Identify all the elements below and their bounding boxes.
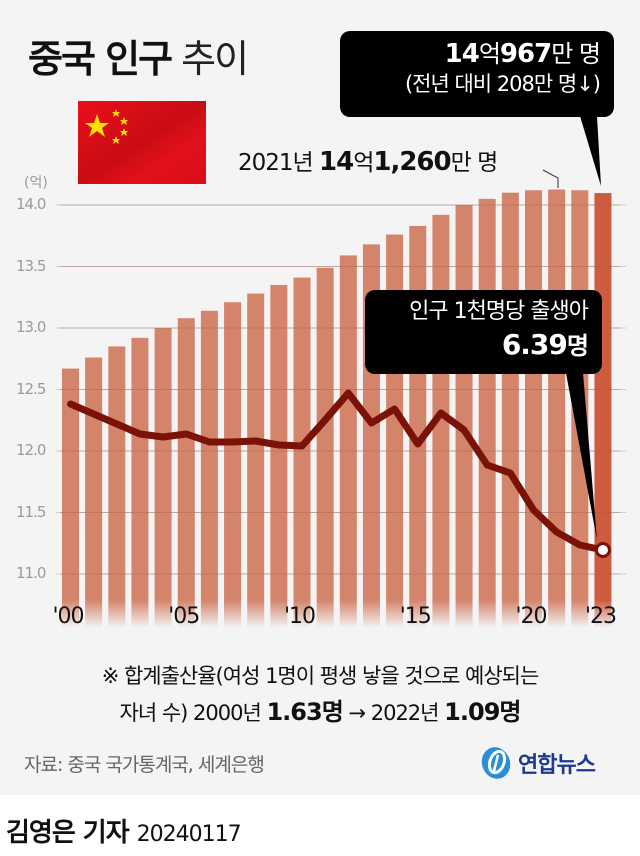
population-bar bbox=[594, 193, 612, 600]
population-bar-fade bbox=[409, 600, 427, 628]
leader-line-2021 bbox=[542, 169, 559, 188]
annotation-unit2: 만 명 bbox=[450, 150, 499, 176]
population-bar bbox=[154, 328, 172, 600]
population-bar-fade bbox=[270, 600, 288, 628]
population-bar bbox=[339, 255, 357, 600]
callout-unit2: 만 명 bbox=[551, 40, 601, 68]
annotation-2021-population: 2021년 14억1,260만 명 bbox=[238, 143, 499, 177]
population-bar bbox=[131, 337, 149, 600]
population-bar-fade bbox=[154, 600, 172, 628]
x-tick-label: '05 bbox=[168, 604, 200, 629]
y-axis-unit: (억) bbox=[24, 175, 48, 191]
y-tick-label: 14.0 bbox=[16, 195, 46, 213]
annotation-num1: 14 bbox=[319, 147, 354, 177]
population-bar-fade bbox=[571, 600, 589, 628]
population-bar-fade bbox=[501, 600, 519, 628]
population-bar-fade bbox=[594, 600, 612, 628]
annotation-num2: 1,260 bbox=[373, 147, 451, 177]
population-bar bbox=[177, 318, 195, 600]
population-bar bbox=[501, 192, 519, 600]
callout-num1: 14 bbox=[444, 39, 480, 69]
y-tick-label: 13.0 bbox=[16, 318, 46, 336]
population-bar-fade bbox=[548, 600, 566, 628]
annotation-unit1: 억 bbox=[353, 150, 374, 176]
birth-value: 6.39 bbox=[501, 328, 568, 361]
population-bar-fade bbox=[455, 600, 473, 628]
population-bar-fade bbox=[247, 600, 265, 628]
callout-unit1: 억 bbox=[478, 40, 501, 68]
yonhap-logo-text: 연합뉴스 bbox=[518, 753, 596, 778]
y-tick-label: 12.0 bbox=[16, 441, 46, 459]
callout-population-change: (전년 대비 208만 명↓) bbox=[404, 72, 601, 96]
birth-rate-endpoint-marker bbox=[594, 542, 611, 558]
page-title: 중국 인구 추이 bbox=[28, 28, 249, 83]
yonhap-globe-icon bbox=[481, 747, 511, 779]
population-bar-fade bbox=[478, 600, 496, 628]
title-light: 추이 bbox=[181, 37, 249, 81]
population-bar bbox=[62, 368, 79, 600]
y-tick-label: 13.5 bbox=[16, 256, 46, 275]
population-bar-fade bbox=[62, 600, 79, 628]
publish-date: 20240117 bbox=[136, 822, 242, 847]
population-bar bbox=[432, 214, 450, 600]
footnote-line2: 자녀 수) 2000년 1.63명 → 2022년 1.09명 bbox=[0, 692, 640, 727]
population-bar-fade bbox=[293, 600, 311, 628]
source-text: 자료: 중국 국가통계국, 세계은행 bbox=[24, 754, 265, 776]
population-bar bbox=[293, 277, 311, 600]
callout-pointer-birth bbox=[566, 373, 597, 540]
title-bold: 중국 인구 bbox=[28, 37, 173, 81]
x-tick-label: '00 bbox=[52, 604, 85, 629]
footnote-part-a: 자녀 수) 2000년 bbox=[119, 701, 267, 725]
population-bar bbox=[85, 357, 103, 600]
population-bar bbox=[247, 293, 265, 600]
callout-birth-rate: 인구 1천명당 출생아 6.39명 bbox=[365, 290, 602, 374]
y-tick-label: 11.5 bbox=[16, 502, 46, 521]
population-bar bbox=[316, 267, 334, 600]
population-bar-fade bbox=[386, 600, 404, 628]
callout-population-value: 14억967만 명 bbox=[340, 39, 601, 69]
x-tick-label: '15 bbox=[399, 604, 432, 629]
x-tick-label: '10 bbox=[284, 604, 316, 629]
population-bar-fade bbox=[339, 600, 357, 628]
footnote-line1: ※ 합계출산율(여성 1명이 평생 낳을 것으로 예상되는 bbox=[101, 664, 540, 688]
annotation-year: 2021년 bbox=[238, 150, 320, 176]
population-bar bbox=[200, 310, 218, 600]
population-bar bbox=[478, 198, 496, 600]
population-bar-fade bbox=[85, 600, 103, 628]
population-bar-fade bbox=[108, 600, 126, 628]
x-tick-label: '20 bbox=[515, 604, 548, 629]
population-bars bbox=[60, 189, 620, 628]
population-bar bbox=[108, 346, 126, 600]
yonhap-logo: 연합뉴스 bbox=[480, 745, 596, 781]
footnote-value-2022: 1.09명 bbox=[444, 698, 521, 726]
byline: 김영은 기자 20240117 bbox=[6, 812, 242, 849]
callout-num2: 967 bbox=[499, 39, 552, 69]
callout-birth-value: 6.39명 bbox=[365, 328, 589, 363]
x-tick-label: '23 bbox=[584, 604, 617, 629]
population-bar-fade bbox=[131, 600, 149, 628]
population-bar-fade bbox=[525, 600, 542, 628]
population-bar-fade bbox=[224, 600, 242, 628]
y-tick-label: 11.0 bbox=[16, 564, 46, 582]
population-bar-fade bbox=[177, 600, 195, 628]
population-bar bbox=[409, 225, 427, 600]
footnote-value-2000: 1.63명 bbox=[266, 698, 343, 726]
reporter-name: 김영은 기자 bbox=[6, 818, 130, 848]
footnote-part-c: → 2022년 bbox=[342, 701, 445, 725]
population-bar-fade bbox=[316, 600, 334, 628]
callout-pointer-population bbox=[580, 116, 601, 186]
population-bar bbox=[525, 190, 542, 601]
population-bar bbox=[224, 302, 242, 600]
callout-population-2023: 14억967만 명 (전년 대비 208만 명↓) bbox=[340, 31, 614, 117]
population-bar-fade bbox=[362, 600, 380, 628]
birth-rate-polyline bbox=[67, 389, 607, 554]
birth-unit: 명 bbox=[566, 332, 589, 360]
china-flag-icon bbox=[78, 101, 206, 184]
y-tick-label: 12.5 bbox=[16, 379, 46, 398]
population-bar bbox=[455, 205, 473, 600]
population-bar-fade bbox=[432, 600, 450, 628]
callout-birth-label: 인구 1천명당 출생아 bbox=[409, 299, 589, 324]
birth-rate-line bbox=[67, 389, 611, 558]
population-bar-fade bbox=[200, 600, 218, 628]
